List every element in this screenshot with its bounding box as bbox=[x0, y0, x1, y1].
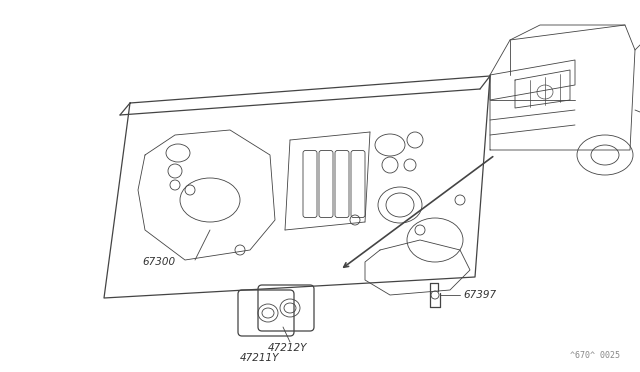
Text: 47212Y: 47212Y bbox=[268, 343, 307, 353]
Text: 67300: 67300 bbox=[142, 257, 175, 267]
Text: 67397: 67397 bbox=[463, 290, 496, 300]
Text: ^670^ 0025: ^670^ 0025 bbox=[570, 351, 620, 360]
Text: 47211Y: 47211Y bbox=[240, 353, 280, 363]
